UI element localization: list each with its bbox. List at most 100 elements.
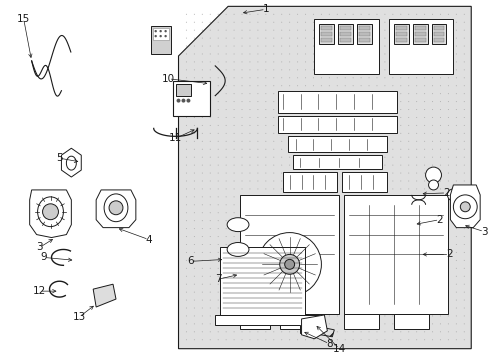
Circle shape xyxy=(288,339,289,340)
Circle shape xyxy=(185,93,186,94)
Circle shape xyxy=(368,300,369,301)
Circle shape xyxy=(368,212,369,213)
Circle shape xyxy=(265,188,266,189)
Circle shape xyxy=(265,323,266,324)
Circle shape xyxy=(320,236,321,237)
Circle shape xyxy=(415,220,416,221)
Circle shape xyxy=(376,37,377,39)
Circle shape xyxy=(431,101,432,102)
Circle shape xyxy=(455,85,456,86)
Circle shape xyxy=(407,157,408,158)
Polygon shape xyxy=(30,190,71,238)
Circle shape xyxy=(164,35,166,37)
Circle shape xyxy=(336,268,337,269)
Circle shape xyxy=(447,141,448,142)
Circle shape xyxy=(249,323,250,324)
Circle shape xyxy=(281,22,282,23)
Circle shape xyxy=(344,85,345,86)
Circle shape xyxy=(336,204,337,205)
Circle shape xyxy=(384,339,385,340)
Bar xyxy=(152,28,168,40)
Circle shape xyxy=(257,244,258,245)
Circle shape xyxy=(257,228,258,229)
Circle shape xyxy=(297,228,298,229)
Circle shape xyxy=(185,315,186,316)
Circle shape xyxy=(447,69,448,70)
Circle shape xyxy=(352,101,353,102)
Circle shape xyxy=(447,117,448,118)
Circle shape xyxy=(265,22,266,23)
Circle shape xyxy=(368,109,369,110)
Circle shape xyxy=(320,220,321,221)
Circle shape xyxy=(439,172,440,174)
Circle shape xyxy=(328,284,329,285)
Circle shape xyxy=(257,133,258,134)
Circle shape xyxy=(391,212,392,213)
Circle shape xyxy=(265,331,266,332)
Circle shape xyxy=(415,22,416,23)
Circle shape xyxy=(288,244,289,245)
Circle shape xyxy=(431,93,432,94)
Circle shape xyxy=(209,165,210,166)
Circle shape xyxy=(297,331,298,332)
Circle shape xyxy=(233,244,234,245)
Circle shape xyxy=(181,99,185,103)
Circle shape xyxy=(233,196,234,197)
Circle shape xyxy=(233,236,234,237)
Circle shape xyxy=(233,276,234,277)
Circle shape xyxy=(225,93,226,94)
Circle shape xyxy=(423,204,424,205)
Circle shape xyxy=(217,22,218,23)
Circle shape xyxy=(415,212,416,213)
Circle shape xyxy=(249,244,250,245)
Circle shape xyxy=(423,292,424,293)
Circle shape xyxy=(194,77,195,78)
Circle shape xyxy=(320,117,321,118)
Circle shape xyxy=(320,252,321,253)
Circle shape xyxy=(185,260,186,261)
Circle shape xyxy=(194,180,195,181)
Circle shape xyxy=(423,228,424,229)
Circle shape xyxy=(265,85,266,86)
Circle shape xyxy=(391,339,392,340)
Circle shape xyxy=(431,196,432,197)
Circle shape xyxy=(391,157,392,158)
Circle shape xyxy=(423,141,424,142)
Circle shape xyxy=(384,196,385,197)
Circle shape xyxy=(225,14,226,15)
Circle shape xyxy=(233,204,234,205)
Circle shape xyxy=(344,180,345,181)
Circle shape xyxy=(423,117,424,118)
Circle shape xyxy=(202,22,203,23)
Circle shape xyxy=(241,292,242,293)
Circle shape xyxy=(249,133,250,134)
Circle shape xyxy=(431,69,432,70)
Circle shape xyxy=(439,228,440,229)
Circle shape xyxy=(249,30,250,31)
Circle shape xyxy=(352,165,353,166)
Circle shape xyxy=(194,204,195,205)
Circle shape xyxy=(360,93,361,94)
Circle shape xyxy=(400,323,401,324)
Circle shape xyxy=(439,339,440,340)
Circle shape xyxy=(439,284,440,285)
Circle shape xyxy=(352,157,353,158)
Circle shape xyxy=(463,77,464,78)
Circle shape xyxy=(431,77,432,78)
Circle shape xyxy=(202,172,203,174)
Circle shape xyxy=(328,85,329,86)
Circle shape xyxy=(368,323,369,324)
Circle shape xyxy=(209,300,210,301)
Circle shape xyxy=(312,323,313,324)
Circle shape xyxy=(209,157,210,158)
Circle shape xyxy=(407,101,408,102)
Circle shape xyxy=(368,125,369,126)
Circle shape xyxy=(217,284,218,285)
Circle shape xyxy=(431,252,432,253)
Circle shape xyxy=(431,220,432,221)
Circle shape xyxy=(241,204,242,205)
Circle shape xyxy=(415,125,416,126)
Text: 14: 14 xyxy=(332,344,345,354)
Circle shape xyxy=(344,260,345,261)
Circle shape xyxy=(185,141,186,142)
